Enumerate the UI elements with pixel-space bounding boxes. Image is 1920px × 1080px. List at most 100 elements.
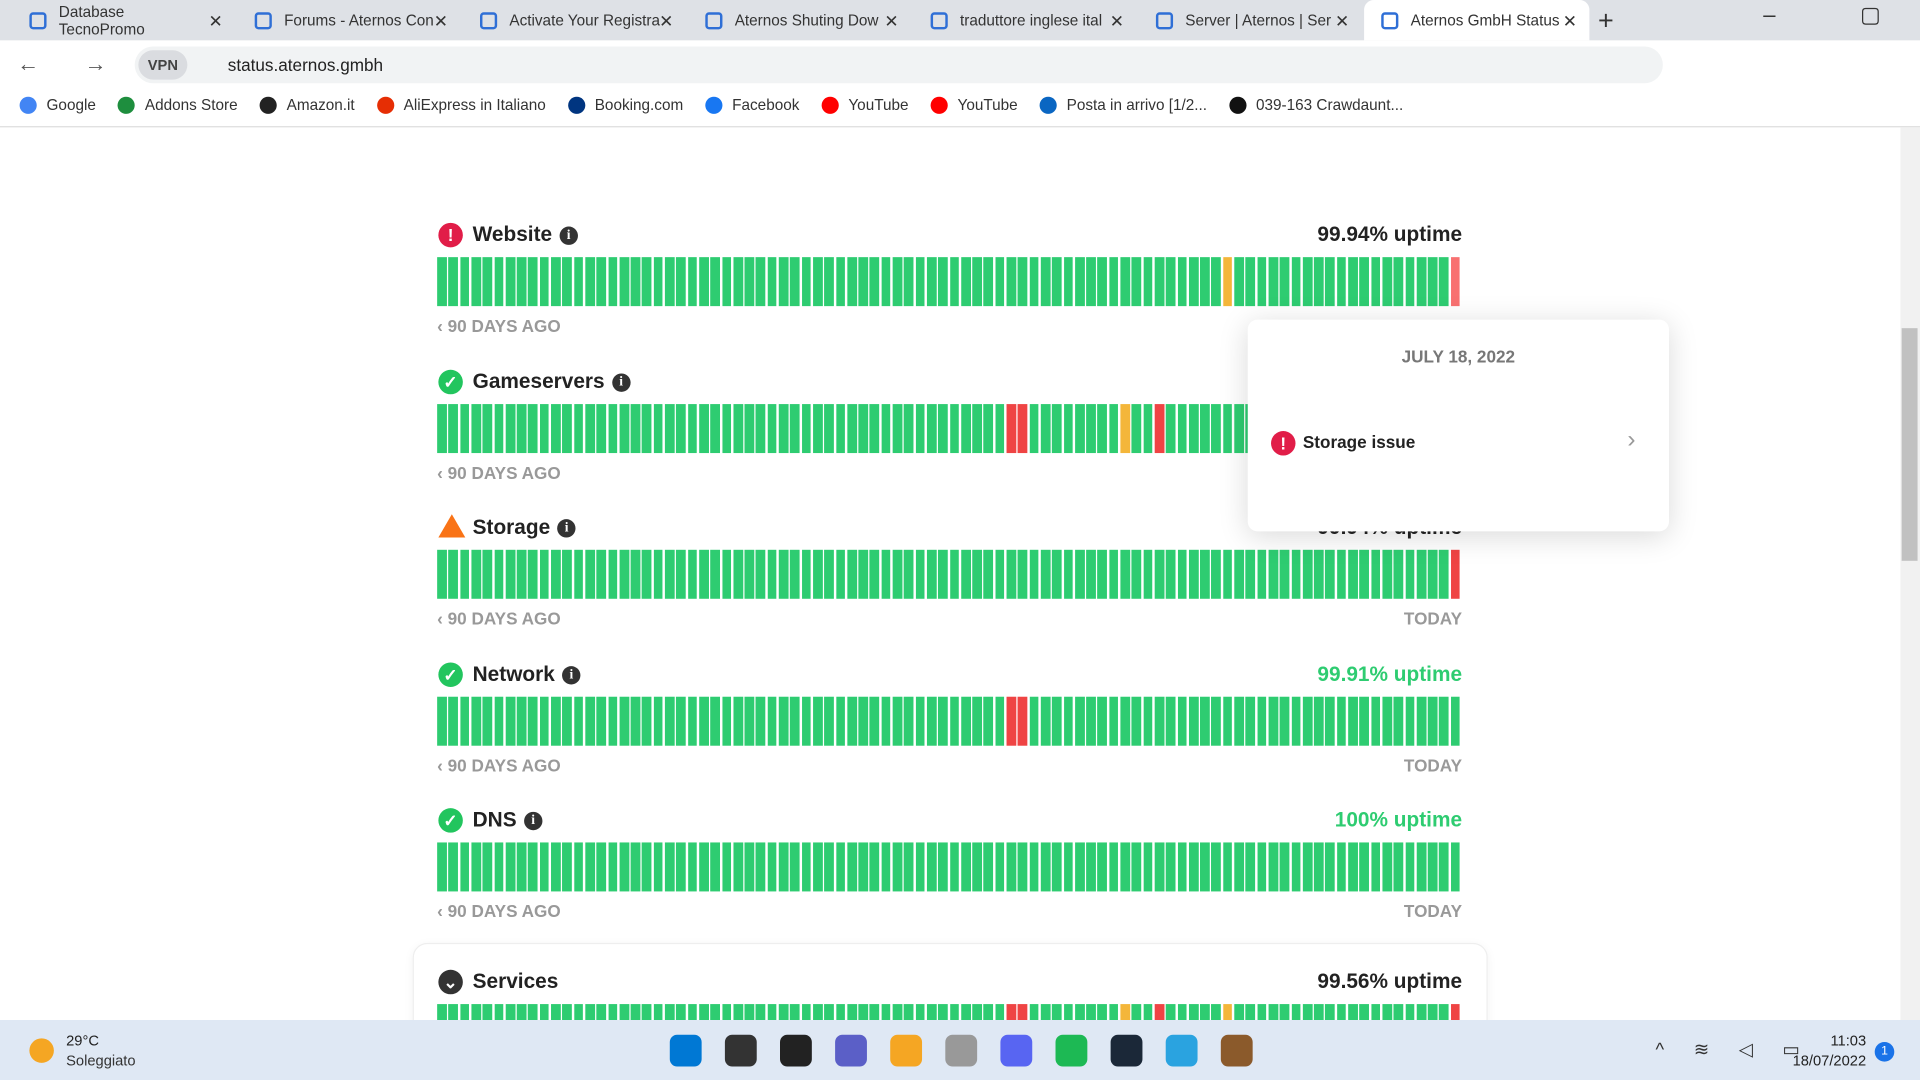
day-bar[interactable] <box>1268 842 1278 892</box>
day-bar[interactable] <box>1074 549 1085 599</box>
day-bar[interactable] <box>1040 842 1051 892</box>
day-bar[interactable] <box>1211 549 1222 599</box>
day-bar[interactable] <box>619 549 629 599</box>
bookmark[interactable]: AliExpress in Italiano <box>376 96 546 114</box>
day-bar[interactable] <box>607 549 618 599</box>
info-icon[interactable]: i <box>559 226 578 245</box>
day-bar[interactable] <box>778 403 789 453</box>
day-bar[interactable] <box>1234 696 1244 746</box>
day-bar[interactable] <box>1313 696 1324 746</box>
day-bar[interactable] <box>755 257 766 307</box>
day-bar[interactable] <box>983 549 994 599</box>
day-bar[interactable] <box>892 403 903 453</box>
day-bar[interactable] <box>744 696 755 746</box>
day-bar[interactable] <box>1109 403 1119 453</box>
day-bar[interactable] <box>824 842 834 892</box>
day-bar[interactable] <box>1063 257 1074 307</box>
day-bar[interactable] <box>539 696 550 746</box>
day-bar[interactable] <box>778 549 789 599</box>
day-bar[interactable] <box>733 257 743 307</box>
day-bar[interactable] <box>1063 842 1074 892</box>
tab[interactable]: Activate Your Registra ✕ <box>463 0 686 40</box>
day-bar[interactable] <box>1348 549 1358 599</box>
day-bar[interactable] <box>1359 842 1370 892</box>
day-bar[interactable] <box>1416 549 1427 599</box>
tab-close[interactable]: ✕ <box>433 11 449 31</box>
day-bar[interactable] <box>664 696 675 746</box>
day-bar[interactable] <box>539 842 550 892</box>
day-bar[interactable] <box>1222 403 1233 453</box>
day-bar[interactable] <box>1097 842 1108 892</box>
day-bar[interactable] <box>459 403 470 453</box>
day-bar[interactable] <box>710 549 720 599</box>
day-bar[interactable] <box>1393 842 1404 892</box>
day-bar[interactable] <box>687 403 698 453</box>
day-bar[interactable] <box>1200 842 1210 892</box>
bookmark[interactable]: Facebook <box>705 96 799 114</box>
clock[interactable]: 11:03 <box>1830 1032 1867 1050</box>
day-bar[interactable] <box>1097 257 1108 307</box>
day-bar[interactable] <box>619 257 629 307</box>
day-bar[interactable] <box>505 257 516 307</box>
day-bar[interactable] <box>539 403 550 453</box>
day-bar[interactable] <box>926 842 937 892</box>
bookmark[interactable]: YouTube <box>821 96 909 114</box>
day-bar[interactable] <box>1234 549 1244 599</box>
day-bar[interactable] <box>551 842 561 892</box>
day-bar[interactable] <box>482 403 493 453</box>
date[interactable]: 18/07/2022 <box>1792 1051 1867 1069</box>
window-controls[interactable]: – ▢ ✕ <box>1763 2 1920 27</box>
day-bar[interactable] <box>437 842 447 892</box>
day-bar[interactable] <box>755 403 766 453</box>
day-bar[interactable] <box>1017 549 1028 599</box>
tab[interactable]: Server | Aternos | Ser ✕ <box>1139 0 1362 40</box>
day-bar[interactable] <box>551 696 561 746</box>
taskbar-app[interactable] <box>890 1034 923 1067</box>
day-bar[interactable] <box>1234 403 1244 453</box>
day-bar[interactable] <box>1393 696 1404 746</box>
day-bar[interactable] <box>1006 842 1017 892</box>
day-bar[interactable] <box>892 696 903 746</box>
day-bar[interactable] <box>459 842 470 892</box>
day-bar[interactable] <box>1416 696 1427 746</box>
day-bar[interactable] <box>733 842 743 892</box>
url[interactable]: status.aternos.gmbh <box>227 55 384 75</box>
day-bar[interactable] <box>881 549 891 599</box>
day-bar[interactable] <box>1165 257 1176 307</box>
day-bar[interactable] <box>801 403 812 453</box>
day-bar[interactable] <box>847 696 857 746</box>
tab[interactable]: traduttore inglese ital ✕ <box>913 0 1136 40</box>
day-bar[interactable] <box>972 696 982 746</box>
day-bar[interactable] <box>1063 696 1074 746</box>
day-bar[interactable] <box>1439 257 1449 307</box>
info-icon[interactable]: i <box>557 519 576 538</box>
day-bar[interactable] <box>1029 257 1039 307</box>
day-bar[interactable] <box>869 549 880 599</box>
day-bar[interactable] <box>733 549 743 599</box>
day-bar[interactable] <box>528 549 538 599</box>
day-bar[interactable] <box>448 549 459 599</box>
day-bar[interactable] <box>539 257 550 307</box>
bookmark[interactable]: Addons Store <box>117 96 238 114</box>
day-bar[interactable] <box>755 549 766 599</box>
day-bar[interactable] <box>516 696 527 746</box>
day-bar[interactable] <box>1313 842 1324 892</box>
day-bar[interactable] <box>551 257 561 307</box>
tab-close[interactable]: ✕ <box>1109 11 1125 31</box>
day-bar[interactable] <box>1154 696 1165 746</box>
tray-icons[interactable]: ^ ≋ ◁ ▭ <box>1655 1039 1813 1061</box>
day-bar[interactable] <box>1120 549 1130 599</box>
day-bar[interactable] <box>1097 403 1108 453</box>
day-bar[interactable] <box>437 403 447 453</box>
day-bar[interactable] <box>471 549 481 599</box>
day-bar[interactable] <box>1405 257 1415 307</box>
day-bar[interactable] <box>1336 257 1347 307</box>
day-bar[interactable] <box>630 842 641 892</box>
day-bar[interactable] <box>1245 257 1256 307</box>
day-bar[interactable] <box>1188 696 1199 746</box>
day-bar[interactable] <box>1416 842 1427 892</box>
day-bar[interactable] <box>812 549 823 599</box>
day-bar[interactable] <box>494 403 504 453</box>
day-bar[interactable] <box>1029 842 1039 892</box>
day-bar[interactable] <box>1200 257 1210 307</box>
